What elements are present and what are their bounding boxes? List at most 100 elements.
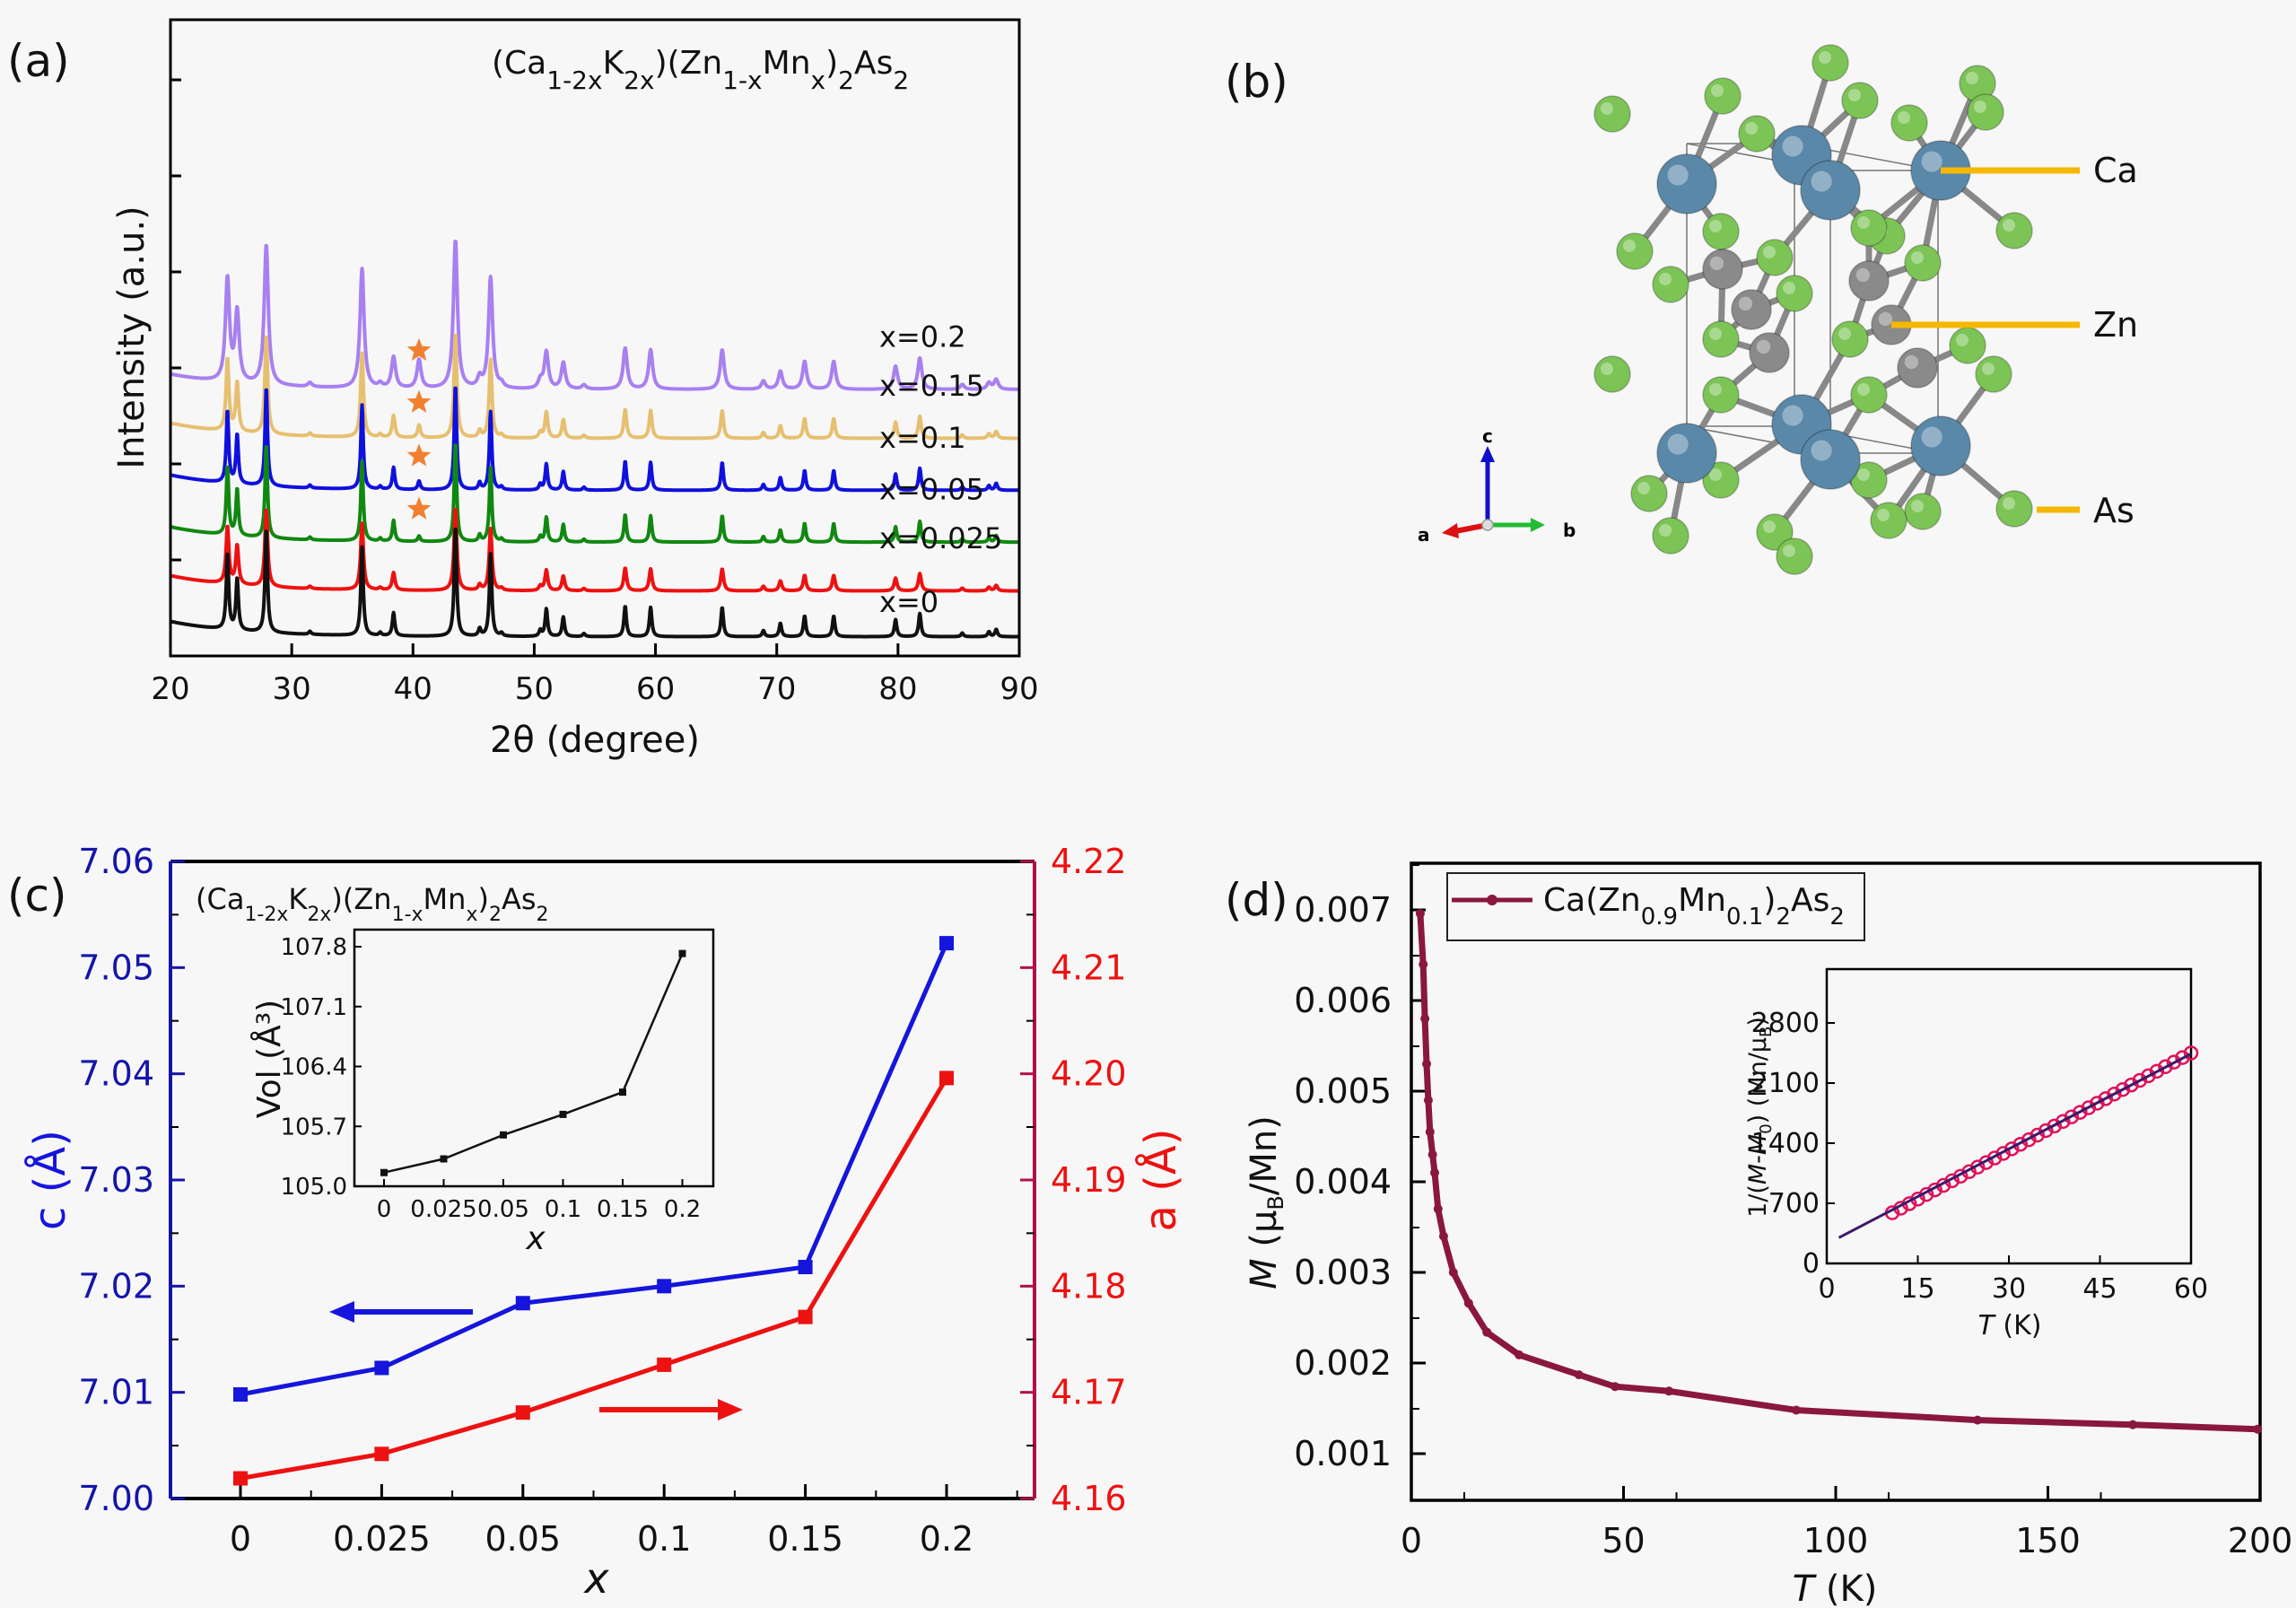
- atom-zn-highlight: [1709, 256, 1724, 271]
- atom-as-highlight: [1857, 216, 1870, 229]
- data-point: [1792, 1405, 1802, 1415]
- inset-ylabel-d: 1/(M-M0) (Mn/μB): [1744, 1017, 1776, 1218]
- inset-x-tick-label: 0.2: [664, 1196, 701, 1223]
- inset-data-point: [2030, 1127, 2046, 1143]
- atom-as: [1776, 537, 1813, 575]
- y-tick-label-right: 4.20: [1051, 1054, 1127, 1094]
- x-tick-label: 150: [2015, 1521, 2081, 1560]
- ylabel-c-right: a (Å): [1135, 1129, 1186, 1232]
- atom-as: [1702, 320, 1740, 358]
- inset-y-tick-label: 107.1: [281, 994, 347, 1021]
- atom-as-highlight: [1838, 328, 1851, 340]
- xrd-trace-x-0-1: [169, 386, 1020, 493]
- inset-xlabel-d: T (K): [1978, 1310, 2042, 1341]
- atom-as-highlight: [1763, 246, 1776, 258]
- inset-fit-line: [1838, 1053, 2192, 1239]
- atom-as-highlight: [1898, 111, 1910, 124]
- inset-x-tick-label: 45: [2082, 1273, 2117, 1305]
- atom-ca: [1656, 423, 1717, 484]
- inset-x-tick-label: 0: [377, 1196, 392, 1223]
- impurity-star-icon: [406, 389, 432, 413]
- magnetization-curve: [1417, 913, 2258, 1433]
- xrd-trace-x-0-15: [169, 333, 1020, 441]
- y-tick-label-left: 7.02: [78, 1266, 154, 1306]
- atom-as-highlight: [1911, 251, 1924, 264]
- marker-c: [515, 1296, 530, 1311]
- series-label: x=0.2: [879, 320, 966, 354]
- x-tick-label: 0.1: [637, 1519, 691, 1559]
- atom-as: [1850, 376, 1888, 414]
- data-point: [2253, 1424, 2263, 1434]
- atom-as-highlight: [1709, 220, 1722, 232]
- formula-title-c: (Ca1-2xK2x)(Zn1-xMnx)2As2: [196, 882, 549, 926]
- panel-label-b: (b): [1225, 56, 1288, 108]
- inset-data-point: [2166, 1054, 2182, 1070]
- atom-as: [1756, 513, 1794, 551]
- xrd-trace-x-0: [169, 527, 1020, 639]
- triad-origin: [1481, 519, 1494, 531]
- data-point: [1423, 1096, 1433, 1106]
- x-tick-label: 0.15: [767, 1519, 843, 1559]
- atom-as-highlight: [1601, 363, 1613, 375]
- x-tick-label: 50: [1602, 1521, 1645, 1560]
- atom-as-highlight: [1623, 240, 1636, 252]
- marker-a: [233, 1471, 248, 1486]
- x-tick-label: 0: [230, 1519, 251, 1559]
- marker-c: [939, 936, 954, 951]
- inset-marker: [380, 1168, 388, 1176]
- axes-d: 0 50 100 150 2000.0010.0020.0030.0040.0050.0…: [1294, 861, 2292, 1560]
- inset-data-point: [1986, 1150, 2003, 1166]
- atom-as: [1616, 232, 1654, 270]
- y-tick-label-left: 7.06: [78, 842, 154, 881]
- panel-b-crystal-structure: (b) Ca Zn As c a b: [1225, 44, 2138, 575]
- inset-data-point: [2064, 1109, 2080, 1124]
- x-tick-label: 0.025: [333, 1519, 431, 1559]
- axis-triad: c a b: [1418, 425, 1576, 546]
- series-label: x=0: [879, 585, 938, 619]
- atom-as: [1652, 517, 1689, 555]
- inset-y-tick-label: 2100: [1751, 1068, 1820, 1099]
- atom-ca: [1800, 429, 1861, 490]
- atom-as: [1702, 461, 1740, 499]
- atom-as-highlight: [1763, 520, 1776, 533]
- arrow-right-icon: [718, 1399, 743, 1420]
- inset-x-tick-label: 0.15: [597, 1196, 649, 1223]
- inset-data-point: [1995, 1146, 2011, 1161]
- xlabel-d: T (K): [1793, 1569, 1878, 1608]
- label-as: As: [2093, 491, 2134, 530]
- inset-y-tick-label: 1400: [1751, 1128, 1820, 1159]
- x-tick-label: 20: [151, 671, 189, 707]
- inset-data-point: [2115, 1081, 2131, 1097]
- data-point: [1422, 1059, 1432, 1069]
- inset-marker: [619, 1088, 626, 1097]
- atom-label-as: As: [2037, 491, 2134, 530]
- atom-ca: [1800, 160, 1861, 221]
- panel-a-xrd: (a) x=0.2 x=0.15 x=0.1 x=0.05 x=0.025 x=0 20 3…: [7, 18, 1039, 761]
- x-tick-label: 70: [757, 671, 796, 707]
- atom-as: [1652, 266, 1689, 303]
- xlabel-a: 2θ (degree): [490, 720, 700, 761]
- data-point: [1419, 959, 1428, 969]
- atom-as: [1704, 77, 1742, 115]
- legend-box: [1446, 872, 1865, 941]
- inset-line: [383, 953, 684, 1174]
- atom-as-highlight: [1783, 545, 1795, 557]
- atom-as-highlight: [1877, 509, 1890, 521]
- series-line-a: [240, 1077, 949, 1481]
- atom-ca-highlight: [1811, 440, 1832, 461]
- marker-c: [374, 1360, 389, 1376]
- atom-label-ca: Ca: [1941, 151, 2138, 190]
- inset-data-point: [2004, 1141, 2020, 1157]
- atom-as: [1776, 275, 1813, 312]
- y-tick-label-right: 4.19: [1051, 1160, 1127, 1200]
- data-point: [1664, 1386, 1674, 1396]
- atom-zn: [1848, 260, 1890, 302]
- x-tick-label: 0: [1401, 1521, 1422, 1560]
- plot-frame-a: [169, 18, 1021, 658]
- inset-x-tick-label: 0.1: [545, 1196, 581, 1223]
- data-point: [1515, 1350, 1524, 1359]
- inset-data-point: [2183, 1045, 2199, 1061]
- atom-ca-highlight: [1921, 426, 1942, 448]
- arrow-left-icon: [329, 1301, 354, 1323]
- atom-as-highlight: [2003, 497, 2015, 510]
